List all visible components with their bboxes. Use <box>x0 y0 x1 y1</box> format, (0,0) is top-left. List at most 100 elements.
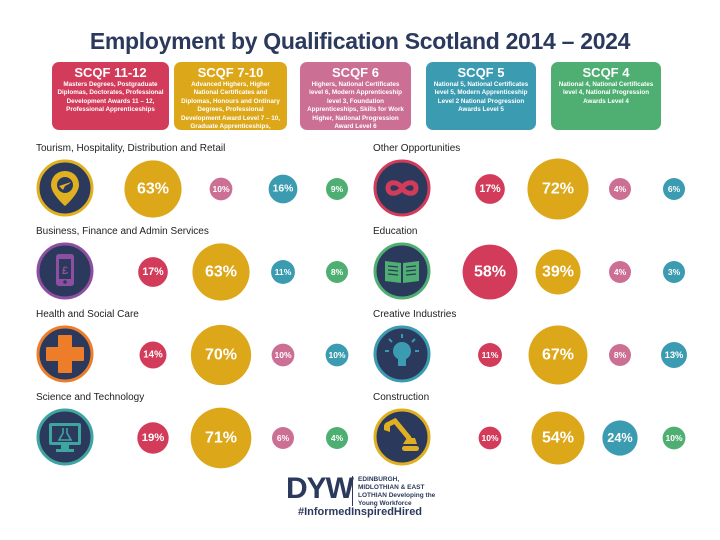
bubble-label: 4% <box>614 184 627 194</box>
bubble-label: 3% <box>668 267 681 277</box>
bubble-mark <box>527 158 589 220</box>
bubble-label: 58% <box>474 264 506 281</box>
bubble-mark <box>462 244 518 300</box>
bubble-mark <box>531 411 585 465</box>
bubble-label: 39% <box>542 264 574 281</box>
section-title: Creative Industries <box>373 309 457 320</box>
bubble-label: 11% <box>275 267 292 277</box>
section-construction: Construction 10% 54% 24% 10% <box>373 392 703 470</box>
bubble-mark <box>325 343 349 367</box>
bubble-label: 10% <box>212 184 229 194</box>
bubble-mark <box>137 422 169 454</box>
bubble-mark <box>124 160 182 218</box>
section-creative: Creative Industries 11% 67% 8% 13% <box>373 309 703 387</box>
legend-name: SCQF 4 <box>582 65 630 80</box>
bubble-label: 11% <box>482 350 499 360</box>
bubble-label: 71% <box>205 430 237 447</box>
bubble-mark <box>602 420 638 456</box>
chart-creative: 11% 67% 8% 13% <box>478 325 687 385</box>
bubble-mark <box>661 342 687 368</box>
bubble-mark <box>663 261 685 283</box>
legend-scqf-5: SCQF 5 National 5, National Certificates… <box>426 62 536 130</box>
bubble-mark <box>478 343 502 367</box>
dyw-logo: DYW <box>286 472 354 505</box>
bubble-label: 72% <box>542 181 574 198</box>
legend-scqf-7-10: SCQF 7-10 Advanced Highers, Higher Natio… <box>174 62 287 138</box>
section-title: Education <box>373 226 418 237</box>
bubble-mark <box>192 243 250 301</box>
legend-description: Advanced Highers, Higher National Certif… <box>180 81 281 139</box>
legend-name: SCQF 6 <box>332 65 379 80</box>
bubble-mark <box>609 344 631 366</box>
legend-scqf-4: SCQF 4 National 4, National Certificates… <box>551 62 661 130</box>
bubble-label: 16% <box>273 184 294 195</box>
legend-description: Masters Degrees, Postgraduate Diplomas, … <box>57 81 164 114</box>
bubble-label: 8% <box>331 267 344 277</box>
legend-description: National 5, National Certificates level … <box>433 81 529 114</box>
legend-scqf-11-12: SCQF 11-12 Masters Degrees, Postgraduate… <box>52 62 169 130</box>
section-title: Business, Finance and Admin Services <box>36 226 209 237</box>
bubble-mark <box>662 426 686 450</box>
bubble-mark <box>268 174 298 204</box>
bubble-label: 10% <box>328 350 345 360</box>
bubble-mark <box>326 261 348 283</box>
bubble-mark <box>271 343 295 367</box>
medical-cross-icon <box>36 325 94 383</box>
section-title: Other Opportunities <box>373 143 461 154</box>
section-business: Business, Finance and Admin Services £ 1… <box>36 226 366 304</box>
section-other-opportunities: Other Opportunities 17% 72% 4% 6% <box>373 143 703 221</box>
open-book-icon <box>373 242 431 300</box>
infinity-icon <box>373 159 431 217</box>
bubble-label: 67% <box>542 347 574 364</box>
bubble-mark <box>528 325 588 385</box>
bubble-mark <box>139 341 167 369</box>
chart-business: 17% 63% 11% 8% <box>138 243 348 301</box>
bubble-label: 10% <box>481 433 498 443</box>
bubble-label: 19% <box>142 432 165 444</box>
legend-name: SCQF 5 <box>457 65 505 80</box>
bubble-mark <box>209 177 233 201</box>
mobile-pound-icon: £ <box>36 242 94 300</box>
chart-other-opportunities: 17% 72% 4% 6% <box>475 158 685 220</box>
legend-name: SCQF 11-12 <box>74 65 147 80</box>
bubble-mark <box>326 178 348 200</box>
legend-description: National 4, National Certificates level … <box>558 81 654 105</box>
legend-scqf-6: SCQF 6 Highers, National Certificates le… <box>300 62 411 130</box>
section-tourism: Tourism, Hospitality, Distribution and R… <box>36 143 366 221</box>
chart-education: 58% 39% 4% 3% <box>462 244 685 300</box>
section-title: Health and Social Care <box>36 309 139 320</box>
monitor-flask-icon <box>36 408 94 466</box>
section-education: Education 58% 39% 4% 3% <box>373 226 703 304</box>
lightbulb-icon <box>373 325 431 383</box>
bubble-mark <box>138 257 168 287</box>
bubble-label: 8% <box>614 350 627 360</box>
section-title: Science and Technology <box>36 392 145 403</box>
bubble-mark <box>190 324 252 386</box>
bubble-label: 10% <box>274 350 291 360</box>
bubble-mark <box>609 261 631 283</box>
section-title: Construction <box>373 392 430 403</box>
bubble-mark <box>190 407 252 469</box>
bubble-label: 63% <box>137 181 169 198</box>
bubble-label: 4% <box>331 433 344 443</box>
bubble-mark <box>478 426 502 450</box>
bubble-mark <box>535 249 581 295</box>
legend-name: SCQF 7-10 <box>197 65 264 80</box>
chart-health: 14% 70% 10% 10% <box>139 324 349 386</box>
hashtag: #InformedInspiredHired <box>297 506 423 518</box>
bubble-mark <box>272 427 294 449</box>
chart-construction: 10% 54% 24% 10% <box>478 411 686 465</box>
bubble-label: 13% <box>665 350 684 360</box>
bubble-label: 17% <box>142 266 164 278</box>
bubble-label: 9% <box>331 184 344 194</box>
chart-tourism: 63% 10% 16% 9% <box>124 160 348 218</box>
bubble-label: 17% <box>479 183 501 195</box>
bubble-mark <box>475 174 505 204</box>
bubble-label: 6% <box>277 433 290 443</box>
digger-icon <box>373 408 431 466</box>
section-science: Science and Technology 19% 71% 6% 4% <box>36 392 366 470</box>
bubble-label: 63% <box>205 264 237 281</box>
chart-science: 19% 71% 6% 4% <box>137 407 348 469</box>
bubble-mark <box>609 178 631 200</box>
page-title: Employment by Qualification Scotland 201… <box>89 28 631 54</box>
